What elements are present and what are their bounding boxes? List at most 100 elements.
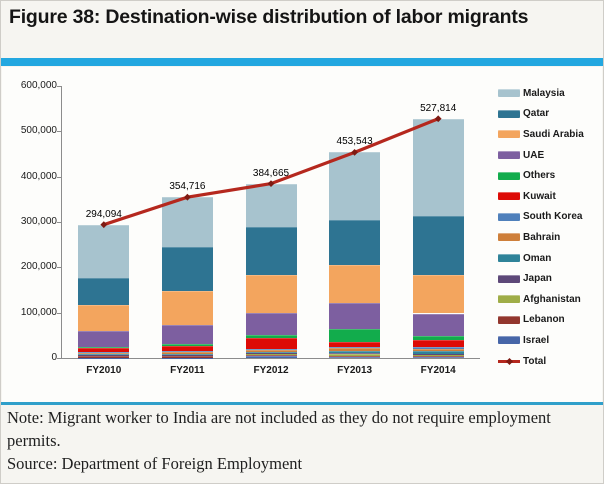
bar-segment-malaysia [245, 183, 297, 228]
y-axis-tick-mark [57, 131, 62, 133]
total-marker [434, 115, 442, 123]
legend-swatch-south-korea [498, 212, 520, 221]
legend-label: Qatar [523, 108, 550, 120]
legend-label: Saudi Arabia [523, 128, 584, 140]
legend-label: South Korea [523, 211, 583, 223]
total-line [100, 115, 442, 229]
bar-segment-saudi-arabia [78, 305, 130, 332]
legend-label: Japan [523, 273, 552, 285]
legend-label: Total [523, 355, 547, 367]
bar-segment-uae [245, 312, 297, 336]
legend-item-saudi-arabia: Saudi Arabia [498, 124, 584, 145]
bar-segment-bahrain [329, 348, 381, 351]
legend-item-lebanon: Lebanon [498, 310, 584, 331]
source-text: Source: Department of Foreign Employment [7, 454, 303, 473]
legend-swatch-oman [498, 254, 520, 263]
legend-label: Others [523, 170, 556, 182]
legend-label: Malaysia [523, 87, 565, 99]
bar-segment-kuwait [161, 345, 213, 352]
bar-segment-oman [329, 350, 381, 354]
legend-swatch-afghanistan [498, 295, 520, 304]
legend-item-others: Others [498, 165, 584, 186]
legend-item-kuwait: Kuwait [498, 186, 584, 207]
title-accent-bar [1, 58, 603, 66]
bar-segment-qatar [412, 216, 464, 275]
bar-segment-south-korea [245, 348, 297, 350]
legend-swatch-bahrain [498, 233, 520, 242]
bar-segment-oman [78, 354, 130, 356]
bar-segment-others [245, 335, 297, 338]
bar-segment-uae [161, 325, 213, 345]
bar-segment-lebanon [329, 355, 381, 358]
bar-segment-south-korea [161, 351, 213, 353]
bar-segment-bahrain [412, 348, 464, 351]
legend-item-bahrain: Bahrain [498, 227, 584, 248]
bar-segment-qatar [245, 227, 297, 275]
legend-swatch-kuwait [498, 192, 520, 201]
legend-total-line-icon [498, 357, 520, 366]
bar-segment-qatar [329, 220, 381, 265]
legend-item-japan: Japan [498, 268, 584, 289]
note-block: Note: Migrant worker to India are not in… [7, 406, 573, 475]
legend-swatch-israel [498, 336, 520, 345]
bar-segment-afghanistan [245, 353, 297, 355]
bar-segment-lebanon [245, 354, 297, 356]
legend-label: Afghanistan [523, 293, 581, 305]
bar-segment-others [329, 328, 381, 342]
bar-segment-israel [329, 357, 381, 358]
bar-segment-qatar [78, 277, 130, 306]
bar-segment-others [161, 344, 213, 346]
legend-item-afghanistan: Afghanistan [498, 289, 584, 310]
legend-item-uae: UAE [498, 145, 584, 166]
y-axis-tick-mark [57, 312, 62, 314]
legend-swatch-saudi-arabia [498, 130, 520, 139]
y-axis-tick-label: 600,000 [20, 80, 57, 91]
x-axis-label: FY2012 [253, 365, 289, 376]
legend-label: Israel [523, 334, 550, 346]
y-axis-tick-label: 200,000 [20, 261, 57, 273]
legend-label: Oman [523, 252, 552, 264]
bar-segment-kuwait [245, 337, 297, 349]
plot-area: 0 100,000 200,000 300,000 400,000 500,000 600,… [21, 80, 480, 376]
bar-segment-kuwait [329, 341, 381, 347]
bar-segment-afghanistan [161, 355, 213, 357]
bar-segment-oman [412, 350, 464, 354]
legend-item-total: Total [498, 351, 584, 372]
legend-item-malaysia: Malaysia [498, 83, 584, 104]
bar-segment-afghanistan [78, 355, 130, 357]
y-axis-tick-label: 400,000 [20, 170, 57, 182]
bar-segment-saudi-arabia [161, 290, 213, 326]
y-axis-tick-label: 500,000 [20, 125, 57, 137]
bar-segment-saudi-arabia [412, 274, 464, 314]
note-text: Note: Migrant worker to India are not in… [7, 408, 551, 450]
total-value-label: 527,814 [420, 102, 457, 114]
bar-segment-afghanistan [329, 354, 381, 356]
total-value-label: 453,543 [336, 136, 373, 148]
y-axis-tick-mark [57, 86, 62, 87]
legend-label: Bahrain [523, 231, 561, 243]
bar-segment-lebanon [412, 355, 464, 357]
legend-item-israel: Israel [498, 330, 584, 351]
bar-segment-saudi-arabia [245, 274, 297, 313]
bar-segment-south-korea [78, 351, 130, 353]
legend-swatch-uae [498, 151, 520, 160]
y-axis-tick-label: 100,000 [20, 306, 57, 318]
bar-segment-malaysia [329, 152, 381, 221]
bar-segment-malaysia [78, 224, 130, 278]
legend-swatch-malaysia [498, 89, 520, 98]
legend-swatch-others [498, 171, 520, 180]
y-axis-tick-mark [57, 222, 62, 223]
total-value-label: 354,716 [169, 181, 206, 193]
total-marker [184, 193, 191, 201]
legend-label: Kuwait [523, 190, 556, 202]
bar-segment-uae [329, 303, 381, 329]
bar-segment-south-korea [412, 347, 464, 349]
legend-label: Lebanon [523, 314, 565, 326]
bar-segment-others [412, 336, 464, 341]
legend-swatch-qatar [498, 109, 520, 118]
bar-segment-qatar [161, 246, 213, 291]
y-axis-tick-label: 300,000 [20, 216, 57, 227]
y-axis-tick-mark [57, 267, 62, 269]
bar-segment-malaysia [161, 197, 213, 247]
